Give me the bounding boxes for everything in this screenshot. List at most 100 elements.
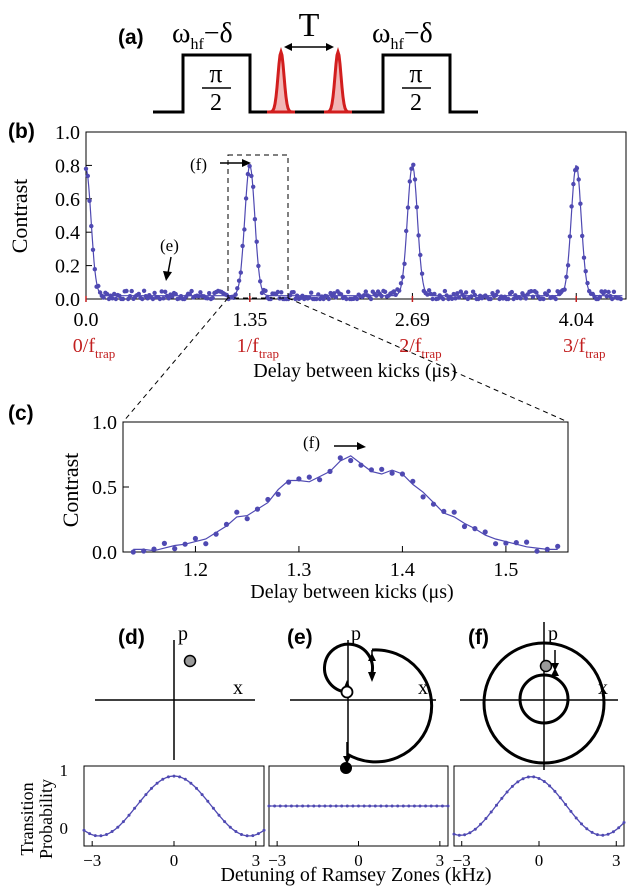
panel-f-probability-point (580, 822, 583, 826)
panel-f-outer-orbit (482, 641, 606, 765)
panel-f-probability-point (606, 832, 610, 836)
panel-b-data-point (462, 294, 467, 299)
panel-c-data-point (389, 470, 395, 476)
bottom-x-tick-label: 0 (535, 851, 544, 870)
panel-c-y-tick-label: 0.0 (92, 542, 117, 564)
panel-b-data-point (398, 281, 404, 286)
panel-e-probability-point (317, 804, 321, 808)
panel-e-probability-point (401, 804, 405, 808)
panel-b-data-point (571, 181, 576, 187)
panel-b-data-point (113, 296, 119, 302)
panel-c-data-point (151, 546, 157, 552)
panel-d-probability-point (116, 825, 120, 829)
panel-b-trap-label: 2/ftrap (399, 335, 441, 361)
panel-b-data-point (279, 290, 284, 295)
panel-e-final-state (340, 762, 352, 774)
panel-f-probability-point (564, 803, 568, 806)
panel-b-data-point (207, 291, 212, 296)
panel-d-probability-point (155, 781, 159, 785)
panel-b-data-point (124, 288, 129, 294)
delay-label: T (299, 7, 320, 44)
panel-c-data-point (161, 540, 167, 547)
panel-b-data-point (529, 289, 534, 294)
panel-e-probability-point (407, 804, 411, 808)
panel-b-data-point (263, 288, 268, 293)
panel-b-data-point (245, 171, 251, 177)
panel-d-probability-point (178, 775, 182, 779)
bottom-y-tick-0: 0 (60, 819, 69, 838)
panel-b-data-point (400, 274, 405, 280)
panel-f-probability-point (590, 830, 594, 834)
panel-d-probability-point (256, 832, 260, 836)
panel-d-probability-point (88, 832, 92, 836)
panel-b-data-point (92, 267, 98, 272)
pulse-right-frequency: ωhf−δ (372, 18, 433, 53)
panel-d-probability-point (166, 775, 170, 779)
panel-d-probability-point (251, 834, 255, 838)
panel-e-probability-point (440, 804, 444, 808)
panel-b-data-point (252, 217, 258, 222)
panel-b-data-point (106, 296, 112, 302)
panel-d-probability-point (93, 834, 97, 838)
panel-c-y-ticks: 0.0 0.5 1.0 (92, 412, 129, 564)
panel-e-probability-point (412, 804, 416, 808)
panel-b-data-point (597, 294, 602, 300)
panel-b-data-point (150, 296, 156, 302)
panel-f-p-label: p (548, 623, 558, 645)
panel-b-x-tick-label: 0.0 (74, 309, 99, 331)
panel-c-data-point (368, 467, 374, 473)
panel-f-probability-point (463, 833, 467, 837)
panel-b-data-point (307, 295, 312, 300)
panel-b-data-point (314, 296, 319, 302)
panel-f-probability-point (505, 790, 509, 794)
panel-b-data-points (83, 162, 624, 302)
panel-b-data-point (161, 296, 166, 301)
panel-d-probability-curve (83, 775, 265, 837)
panel-e-probability-point (435, 804, 439, 808)
panel-e-probability-point (295, 804, 299, 808)
panel-f-probability-point (500, 796, 504, 800)
panel-b-data-point (83, 166, 89, 171)
panel-b-data-point (89, 223, 94, 229)
panel-c-arrow-f-head (357, 442, 366, 450)
panel-b-x-tick-label: 2.69 (395, 309, 430, 331)
panel-c-data-point (513, 540, 519, 546)
panel-d-x-label: x (233, 677, 243, 699)
panel-b-data-point (391, 289, 397, 294)
panel-b-data-point (611, 289, 617, 294)
panel-c-data-point (244, 516, 250, 522)
panel-b-data-point (87, 198, 92, 203)
panel-f-probability-point (452, 832, 456, 836)
panel-d-probability-point (223, 820, 227, 824)
panel-b-data-point (141, 288, 147, 293)
panel-e-probability-point (390, 804, 394, 808)
panel-b-data-point (101, 295, 106, 300)
panel-b-data-point (120, 296, 126, 302)
panel-b-data-point (430, 296, 435, 302)
panel-d-p-label: p (178, 623, 188, 645)
panel-b-data-point (129, 288, 134, 294)
panel-d-probability-point (206, 799, 210, 803)
panel-c-x-tick-label: 1.3 (286, 559, 311, 581)
panel-b-data-point (404, 228, 409, 234)
panel-b-data-point (419, 271, 425, 276)
panel-b-data-point (379, 293, 384, 299)
panel-e-probability-point (273, 804, 277, 808)
panel-b-x-tick-label: 1.35 (232, 309, 267, 331)
panel-c-data-point (317, 477, 323, 483)
panel-b-data-point (435, 296, 441, 301)
panel-c-data-point (337, 455, 343, 461)
panel-d-probability-point (161, 777, 165, 781)
bottom-x-tick-label: 3 (252, 851, 261, 870)
panel-b-data-point (606, 289, 611, 295)
panel-e-probability-point (351, 804, 355, 808)
panel-c-data-point (503, 540, 509, 546)
panel-b-data-point (127, 294, 133, 299)
panel-f-probability-point (468, 831, 472, 835)
panel-b-data-point (523, 296, 529, 301)
panel-d-probability-point (200, 793, 204, 797)
bottom-x-tick-label: −3 (453, 851, 471, 870)
panel-b-data-point (96, 283, 101, 289)
panel-e-label: (e) (287, 626, 313, 649)
panel-b-data-point (449, 296, 455, 301)
